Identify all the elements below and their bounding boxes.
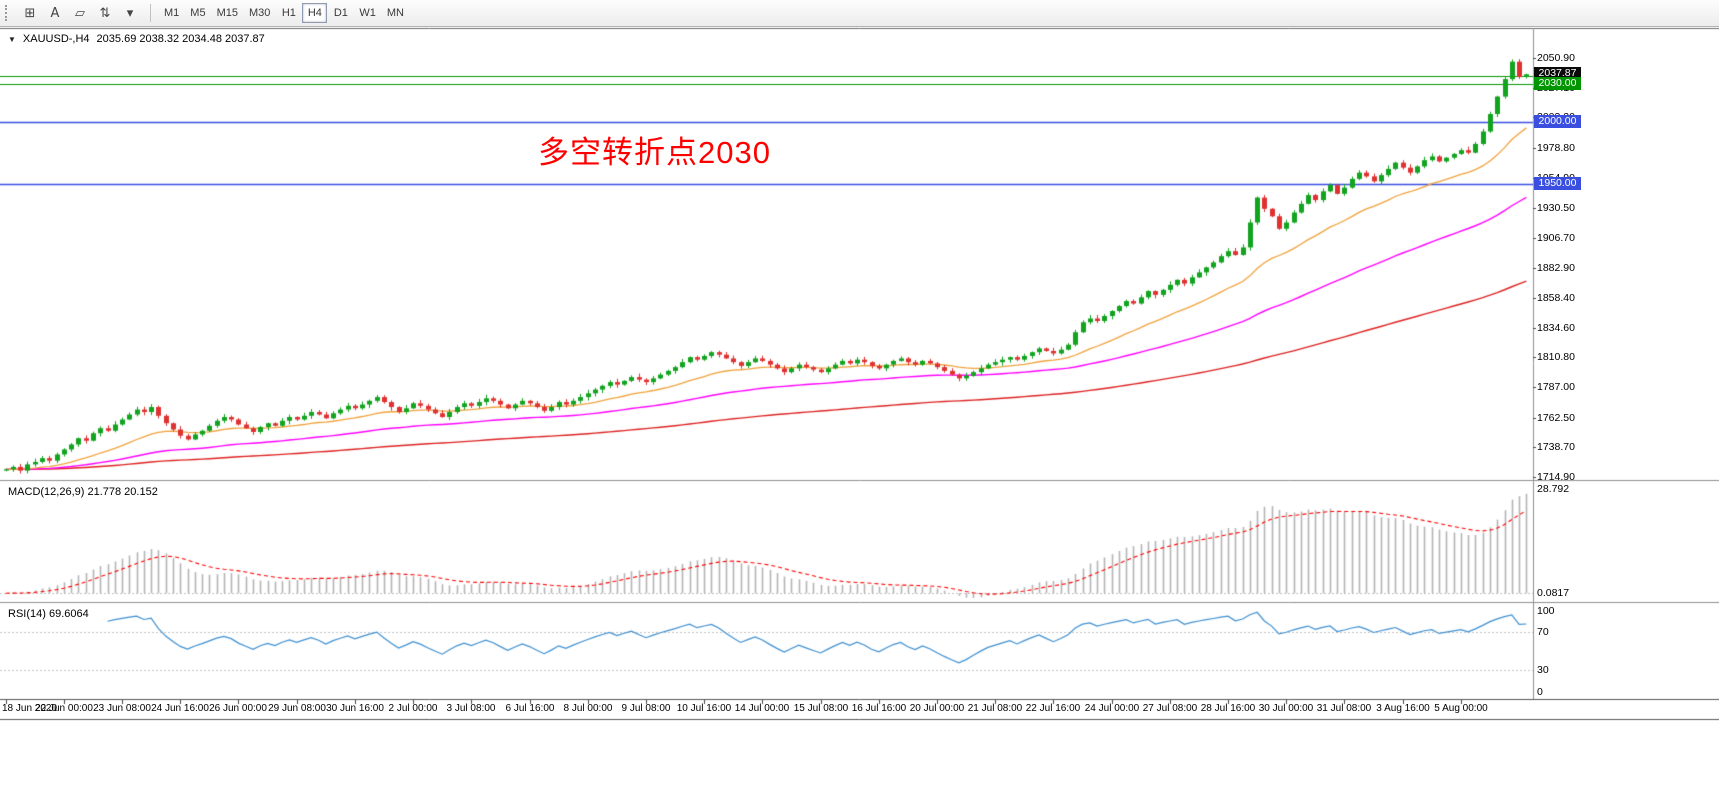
toolbar-separator	[150, 4, 151, 22]
level-price-tag: 2000.00	[1534, 115, 1581, 128]
rsi-indicator-label: RSI(14) 69.6064	[8, 608, 89, 620]
ohlc-values: 2035.69 2038.32 2034.48 2037.87	[96, 33, 265, 45]
time-axis-label: 22 Jun 00:00	[35, 703, 93, 714]
price-tick-label: 1787.00	[1537, 381, 1575, 393]
price-tick-label: 1882.90	[1537, 262, 1575, 274]
timeframe-button-m15[interactable]: M15	[212, 3, 243, 23]
time-axis-label: 20 Jul 00:00	[909, 703, 965, 714]
time-axis-label: 24 Jul 00:00	[1084, 703, 1140, 714]
time-axis-label: 22 Jul 16:00	[1025, 703, 1081, 714]
charts-grid-tool-icon[interactable]: ⊞	[18, 3, 42, 24]
timeframe-button-mn[interactable]: MN	[382, 3, 409, 23]
arrows-tool-icon[interactable]: ⇅	[93, 3, 117, 24]
time-axis-label: 31 Jul 08:00	[1316, 703, 1372, 714]
macd-scale-label: 0.0817	[1537, 587, 1570, 599]
rsi-scale-label: 100	[1537, 605, 1555, 617]
text-tool-icon[interactable]: A	[43, 3, 67, 24]
price-tick-label: 1906.70	[1537, 232, 1575, 244]
price-tick-label: 1978.80	[1537, 142, 1575, 154]
time-axis-label: 27 Jul 08:00	[1142, 703, 1198, 714]
price-tick-label: 1738.70	[1537, 441, 1575, 453]
time-axis-label: 30 Jun 16:00	[326, 703, 384, 714]
rsi-scale-label: 70	[1537, 626, 1549, 638]
time-axis-label: 15 Jul 08:00	[793, 703, 849, 714]
timeframe-button-d1[interactable]: D1	[328, 3, 353, 23]
time-axis-label: 18 Jun 2020	[2, 703, 58, 714]
price-tick-label: 2050.90	[1537, 52, 1575, 64]
price-tick-label: 1714.90	[1537, 471, 1575, 483]
current-price-tag: 2037.87	[1534, 67, 1581, 80]
timeframe-button-h4[interactable]: H4	[302, 3, 328, 23]
timeframe-buttons-group: M1 M5 M15 M30 H1 H4 D1 W1 MN	[159, 3, 409, 23]
macd-scale-label: 28.792	[1537, 483, 1570, 495]
time-axis-label: 8 Jul 00:00	[563, 703, 613, 714]
timeframe-button-h1[interactable]: H1	[276, 3, 301, 23]
time-axis-label: 21 Jul 08:00	[967, 703, 1023, 714]
time-axis-label: 6 Jul 16:00	[505, 703, 555, 714]
time-axis-label: 10 Jul 16:00	[676, 703, 732, 714]
timeframe-button-m5[interactable]: M5	[185, 3, 210, 23]
time-axis-label: 5 Aug 00:00	[1434, 703, 1488, 714]
shapes-tool-icon[interactable]: ▱	[68, 3, 92, 24]
toolbar: ⊞ A ▱ ⇅ ▾ M1 M5 M15 M30 H1 H4 D1 W1 MN	[0, 0, 1719, 27]
time-axis-label: 2 Jul 00:00	[388, 703, 438, 714]
tools-dropdown-icon[interactable]: ▾	[118, 3, 142, 24]
annotation-text[interactable]: 多空转折点2030	[538, 135, 771, 170]
price-tick-label: 1810.80	[1537, 351, 1575, 363]
timeframe-button-w1[interactable]: W1	[354, 3, 381, 23]
price-tick-label: 1930.50	[1537, 202, 1575, 214]
time-axis-label: 14 Jul 00:00	[734, 703, 790, 714]
drawing-tools-group: ⊞ A ▱ ⇅ ▾	[18, 3, 142, 24]
time-axis-label: 3 Aug 16:00	[1376, 703, 1430, 714]
time-axis-label: 30 Jul 00:00	[1258, 703, 1314, 714]
symbol-timeframe-label: XAUUSD-,H4	[22, 33, 90, 45]
level-price-tag: 1950.00	[1534, 177, 1581, 190]
price-tick-label: 1834.60	[1537, 322, 1575, 334]
time-axis-label: 28 Jul 16:00	[1200, 703, 1256, 714]
rsi-scale-label: 30	[1537, 664, 1549, 676]
time-axis-label: 3 Jul 08:00	[446, 703, 496, 714]
time-axis-label: 26 Jun 00:00	[209, 703, 267, 714]
chart-window: ▼ XAUUSD-,H4 2035.69 2038.32 2034.48 203…	[0, 27, 1719, 794]
level-price-tag: 2030.00	[1534, 77, 1581, 90]
time-axis-label: 9 Jul 08:00	[621, 703, 671, 714]
collapse-triangle-icon[interactable]: ▼	[8, 34, 16, 44]
macd-indicator-label: MACD(12,26,9) 21.778 20.152	[8, 486, 158, 498]
time-axis-label: 23 Jun 08:00	[93, 703, 151, 714]
timeframe-button-m1[interactable]: M1	[159, 3, 184, 23]
timeframe-button-m30[interactable]: M30	[244, 3, 275, 23]
chart-canvas[interactable]	[0, 27, 1719, 794]
price-tick-label: 1762.50	[1537, 412, 1575, 424]
toolbar-drag-handle[interactable]	[5, 5, 11, 21]
rsi-scale-label: 0	[1537, 686, 1543, 698]
time-axis-label: 24 Jun 16:00	[151, 703, 209, 714]
time-axis-label: 29 Jun 08:00	[268, 703, 326, 714]
chart-header: ▼ XAUUSD-,H4 2035.69 2038.32 2034.48 203…	[8, 33, 265, 45]
time-axis-label: 16 Jul 16:00	[851, 703, 907, 714]
price-tick-label: 1858.40	[1537, 292, 1575, 304]
